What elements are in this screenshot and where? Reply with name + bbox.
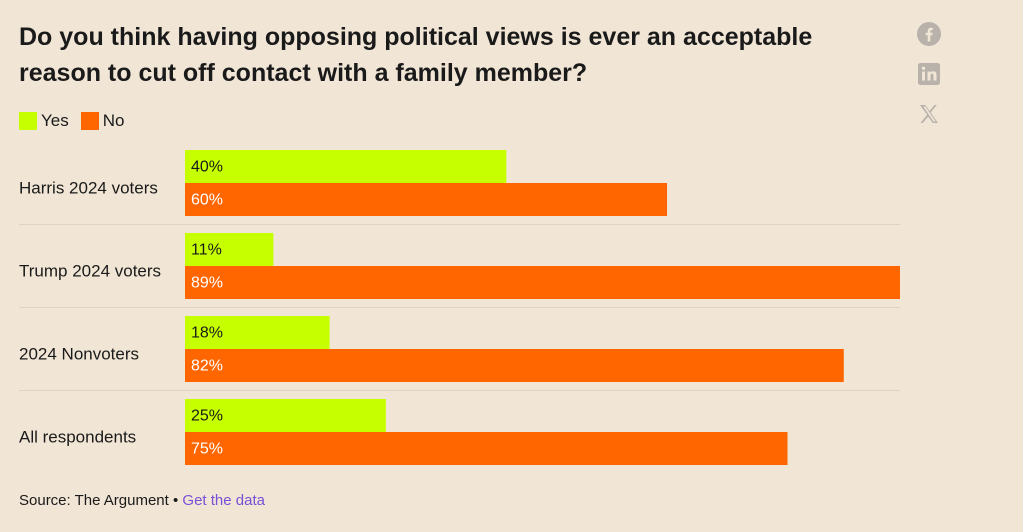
- legend-label-yes: Yes: [41, 111, 69, 130]
- bar-no: [185, 432, 788, 465]
- data-label-no: 60%: [191, 192, 223, 209]
- data-label-yes: 18%: [191, 325, 223, 342]
- legend-swatch-yes: [19, 112, 37, 130]
- data-label-no: 82%: [191, 358, 223, 375]
- source-separator: •: [168, 492, 183, 509]
- legend-item-no: No: [80, 111, 125, 131]
- legend: Yes No: [19, 111, 136, 131]
- bar-no: [185, 266, 900, 299]
- get-the-data-link[interactable]: Get the data: [182, 492, 265, 509]
- x-icon[interactable]: [917, 102, 941, 126]
- category-label: All respondents: [19, 427, 136, 446]
- linkedin-icon[interactable]: [917, 62, 941, 86]
- bar-yes: [185, 233, 274, 266]
- bar-yes: [185, 150, 507, 183]
- facebook-icon[interactable]: [917, 22, 941, 46]
- bar-no: [185, 349, 844, 382]
- chart-title: Do you think having opposing political v…: [19, 23, 813, 87]
- data-label-yes: 25%: [191, 408, 223, 425]
- bar-yes: [185, 399, 386, 432]
- source-text: Source: The Argument: [19, 492, 169, 509]
- data-label-yes: 40%: [191, 159, 223, 176]
- bar-yes: [185, 316, 330, 349]
- data-label-no: 89%: [191, 275, 223, 292]
- category-label: Trump 2024 voters: [19, 261, 161, 280]
- category-label: Harris 2024 voters: [19, 178, 158, 197]
- source-line: Source: The Argument • Get the data: [19, 492, 265, 509]
- data-label-yes: 11%: [191, 242, 222, 259]
- social-share-bar: [917, 22, 943, 142]
- bar-no: [185, 183, 668, 216]
- data-label-no: 75%: [191, 441, 223, 458]
- legend-swatch-no: [80, 112, 99, 130]
- category-label: 2024 Nonvoters: [19, 344, 139, 363]
- legend-label-no: No: [102, 111, 125, 130]
- legend-item-yes: Yes: [19, 111, 69, 131]
